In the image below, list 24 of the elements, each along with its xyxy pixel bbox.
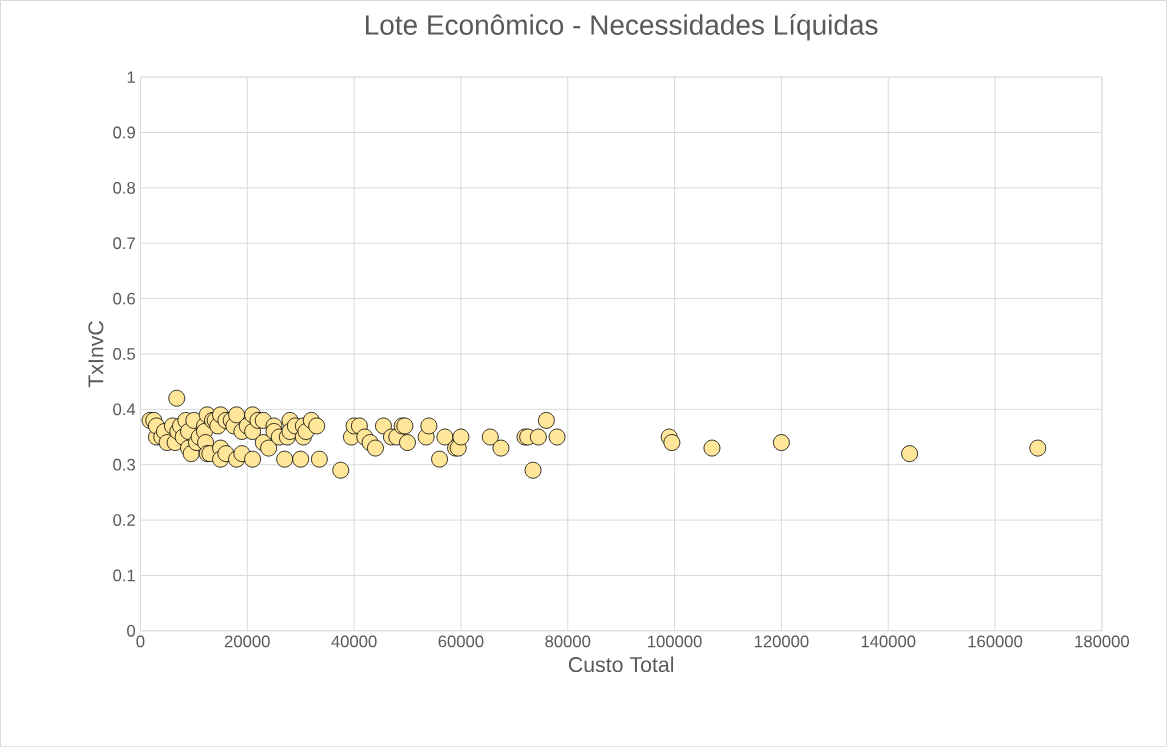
x-tick-label: 180000	[1075, 635, 1129, 648]
chart-title: Lote Econômico - Necessidades Líquidas	[366, 13, 878, 41]
y-tick-label: 0.2	[113, 514, 135, 526]
y-tick-label: 0.6	[113, 292, 135, 305]
x-tick-label: 100000	[648, 635, 702, 648]
x-tick-label: 40000	[331, 635, 377, 648]
x-axis-title: Custo Total	[568, 656, 674, 672]
y-tick-label: 0.1	[113, 569, 135, 582]
y-tick-label: 1	[127, 71, 135, 83]
x-tick-label: 0	[136, 635, 145, 648]
y-tick-label: 0.4	[113, 403, 136, 416]
y-axis-title: TxInvC	[88, 320, 104, 388]
y-tick-label: 0.7	[113, 237, 135, 250]
x-tick-label: 20000	[224, 635, 270, 648]
x-tick-label: 140000	[861, 635, 916, 648]
x-tick-label: 160000	[968, 635, 1023, 648]
y-tick-label: 0.3	[113, 458, 135, 471]
x-tick-label: 60000	[438, 635, 484, 648]
x-tick-label: 120000	[754, 635, 809, 648]
y-tick-label: 0	[127, 624, 136, 637]
y-tick-label: 0.5	[113, 347, 136, 360]
y-tick-label: 0.9	[113, 126, 135, 139]
y-tick-label: 0.8	[113, 181, 135, 194]
x-tick-label: 80000	[545, 635, 591, 648]
